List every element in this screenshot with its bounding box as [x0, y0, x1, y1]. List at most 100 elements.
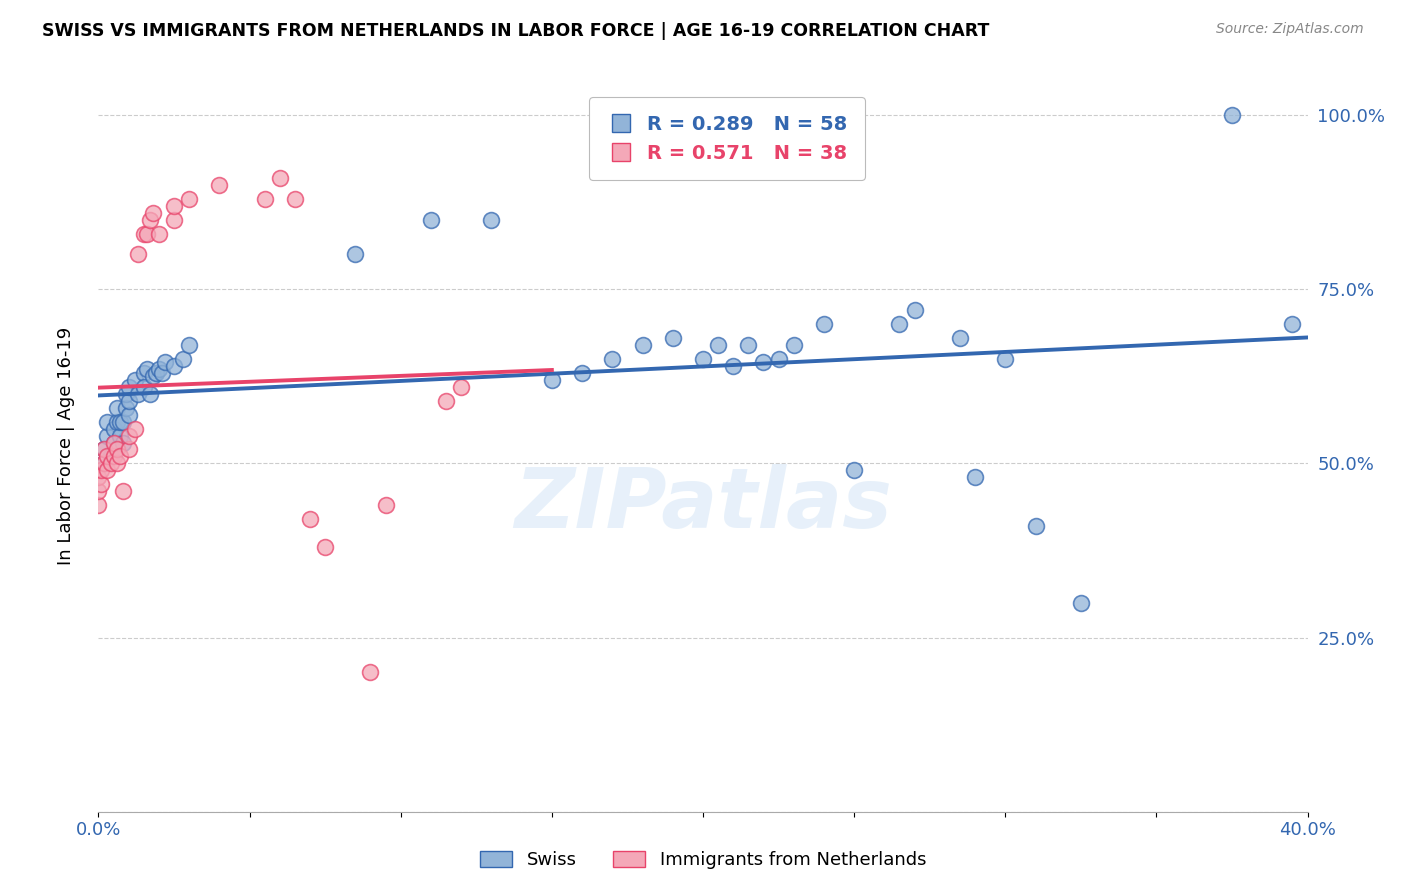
Point [253, 192, 276, 206]
Point [172, 351, 194, 366]
Point [145, 366, 167, 380]
Text: SWISS VS IMMIGRANTS FROM NETHERLANDS IN LABOR FORCE | AGE 16-19 CORRELATION CHAR: SWISS VS IMMIGRANTS FROM NETHERLANDS IN … [42, 22, 990, 40]
Point [844, 463, 866, 477]
Point [90, 463, 112, 477]
Point [752, 355, 775, 369]
Point [360, 665, 382, 680]
Point [100, 457, 122, 471]
Point [108, 415, 131, 429]
Point [142, 369, 165, 384]
Text: Source: ZipAtlas.com: Source: ZipAtlas.com [1216, 22, 1364, 37]
Point [1024, 519, 1046, 533]
Point [111, 435, 134, 450]
Point [118, 393, 141, 408]
Point [163, 359, 186, 373]
Point [148, 362, 170, 376]
Point [163, 199, 186, 213]
Point [139, 386, 162, 401]
Point [93, 442, 115, 457]
Point [344, 247, 367, 261]
Point [111, 415, 134, 429]
Point [481, 212, 503, 227]
Point [103, 435, 125, 450]
Point [450, 380, 472, 394]
Point [124, 373, 146, 387]
Point [813, 317, 835, 331]
Point [208, 178, 231, 192]
Point [96, 415, 118, 429]
Point [571, 366, 593, 380]
Point [284, 192, 307, 206]
Point [299, 512, 322, 526]
Point [540, 373, 562, 387]
Point [139, 212, 162, 227]
Point [150, 366, 173, 380]
Legend: Swiss, Immigrants from Netherlands: Swiss, Immigrants from Netherlands [471, 842, 935, 879]
Point [87, 470, 110, 484]
Point [163, 212, 186, 227]
Point [96, 463, 118, 477]
Point [111, 484, 134, 499]
Point [135, 227, 157, 241]
Point [105, 442, 128, 457]
Point [118, 408, 141, 422]
Point [994, 351, 1017, 366]
Point [132, 227, 155, 241]
Point [965, 470, 987, 484]
Point [90, 477, 112, 491]
Point [108, 428, 131, 442]
Point [374, 498, 396, 512]
Point [142, 205, 165, 219]
Point [179, 338, 201, 352]
Y-axis label: In Labor Force | Age 16-19: In Labor Force | Age 16-19 [56, 326, 75, 566]
Point [103, 450, 125, 464]
Point [135, 362, 157, 376]
Point [153, 355, 176, 369]
Point [127, 386, 149, 401]
Point [118, 442, 141, 457]
Point [132, 366, 155, 380]
Point [93, 457, 115, 471]
Point [269, 170, 291, 185]
Point [949, 331, 972, 345]
Point [114, 386, 136, 401]
Point [602, 351, 624, 366]
Point [103, 435, 125, 450]
Point [692, 351, 714, 366]
Point [434, 393, 457, 408]
Point [631, 338, 654, 352]
Point [1281, 317, 1303, 331]
Point [114, 401, 136, 415]
Point [737, 338, 759, 352]
Point [904, 303, 927, 318]
Point [96, 450, 118, 464]
Point [420, 212, 443, 227]
Point [132, 380, 155, 394]
Point [93, 442, 115, 457]
Point [783, 338, 806, 352]
Point [179, 192, 201, 206]
Point [707, 338, 730, 352]
Point [661, 331, 683, 345]
Point [889, 317, 911, 331]
Point [768, 351, 790, 366]
Point [103, 421, 125, 435]
Point [124, 421, 146, 435]
Point [723, 359, 745, 373]
Point [105, 401, 128, 415]
Point [1070, 596, 1092, 610]
Point [314, 540, 336, 554]
Point [105, 457, 128, 471]
Point [87, 498, 110, 512]
Point [108, 450, 131, 464]
Point [148, 227, 170, 241]
Point [100, 450, 122, 464]
Point [1220, 108, 1243, 122]
Point [93, 457, 115, 471]
Point [118, 380, 141, 394]
Point [96, 428, 118, 442]
Point [105, 415, 128, 429]
Point [127, 247, 149, 261]
Point [118, 428, 141, 442]
Point [87, 484, 110, 499]
